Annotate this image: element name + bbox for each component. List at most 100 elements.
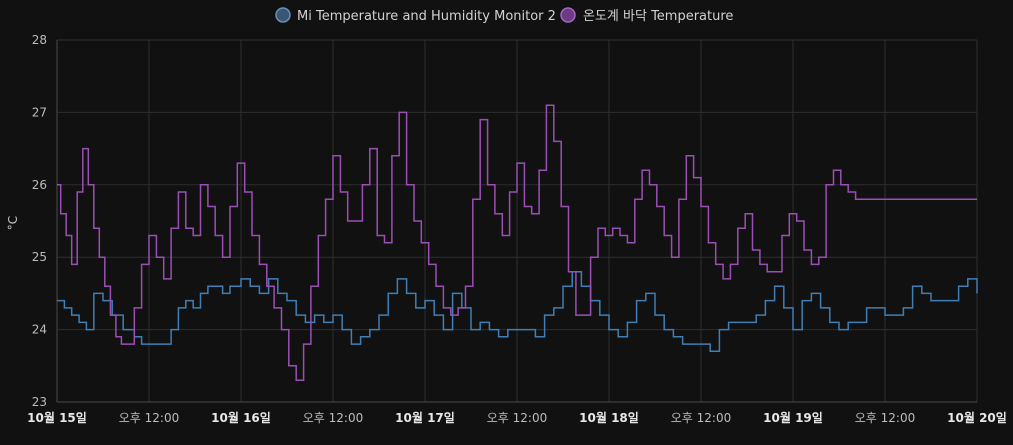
- data-point: [207, 286, 208, 287]
- data-point: [126, 344, 127, 345]
- data-point: [259, 264, 260, 265]
- legend-item-0[interactable]: Mi Temperature and Humidity Monitor 2: [275, 7, 556, 24]
- data-point: [71, 264, 72, 265]
- data-point: [104, 286, 105, 287]
- y-tick-label: 28: [32, 33, 47, 47]
- data-point: [973, 199, 974, 200]
- legend-item-1[interactable]: 온도계 바닥 Temperature: [560, 7, 733, 24]
- data-point: [866, 307, 867, 308]
- data-point: [894, 315, 895, 316]
- data-point: [929, 199, 930, 200]
- data-point: [693, 177, 694, 178]
- data-point: [489, 329, 490, 330]
- data-point: [443, 329, 444, 330]
- x-tick-label: 오후 12:00: [303, 411, 363, 425]
- data-point: [323, 322, 324, 323]
- data-point: [627, 322, 628, 323]
- data-point: [406, 184, 407, 185]
- x-tick-label: 10월 20일: [947, 410, 1007, 425]
- data-point: [914, 199, 915, 200]
- data-point: [178, 307, 179, 308]
- legend-label: 온도계 바닥 Temperature: [583, 9, 733, 24]
- data-point: [535, 336, 536, 337]
- data-point: [415, 307, 416, 308]
- data-point: [425, 300, 426, 301]
- data-point: [747, 322, 748, 323]
- data-point: [719, 329, 720, 330]
- legend-swatch: [560, 7, 576, 23]
- data-point: [66, 235, 67, 236]
- data-point: [967, 278, 968, 279]
- data-point: [710, 351, 711, 352]
- data-point: [185, 300, 186, 301]
- data-point: [193, 307, 194, 308]
- data-point: [502, 235, 503, 236]
- data-point: [620, 235, 621, 236]
- data-point: [281, 329, 282, 330]
- data-point: [931, 300, 932, 301]
- data-point: [141, 264, 142, 265]
- data-point: [450, 315, 451, 316]
- data-point: [958, 286, 959, 287]
- y-tick-label: 23: [32, 395, 47, 409]
- data-point: [79, 322, 80, 323]
- data-point: [121, 344, 122, 345]
- x-tick-label: 오후 12:00: [855, 411, 915, 425]
- data-point: [723, 278, 724, 279]
- data-point: [480, 322, 481, 323]
- data-point: [163, 344, 164, 345]
- data-point: [252, 235, 253, 236]
- data-point: [544, 315, 545, 316]
- data-point: [314, 315, 315, 316]
- data-point: [862, 199, 863, 200]
- x-axis: 10월 15일 오후 12:00 10월 16일 오후 12:00 10월 17일 오후 …: [27, 410, 1007, 425]
- data-point: [730, 264, 731, 265]
- data-point: [325, 199, 326, 200]
- data-point: [149, 235, 150, 236]
- data-point: [428, 264, 429, 265]
- data-point: [745, 213, 746, 214]
- data-point: [178, 192, 179, 193]
- data-point: [517, 329, 518, 330]
- data-point: [921, 293, 922, 294]
- legend-swatch: [275, 7, 291, 23]
- data-point: [507, 329, 508, 330]
- series-line-0: [57, 270, 978, 353]
- data-point: [123, 329, 124, 330]
- data-point: [781, 235, 782, 236]
- data-point: [597, 228, 598, 229]
- data-point: [870, 199, 871, 200]
- data-point: [134, 307, 135, 308]
- data-point: [318, 235, 319, 236]
- data-point: [399, 112, 400, 113]
- data-point: [818, 257, 819, 258]
- data-point: [796, 221, 797, 222]
- data-point: [656, 206, 657, 207]
- data-point: [708, 242, 709, 243]
- data-point: [899, 199, 900, 200]
- data-point: [892, 199, 893, 200]
- data-point: [539, 170, 540, 171]
- data-point: [310, 286, 311, 287]
- y-tick-label: 24: [32, 323, 47, 337]
- x-tick-label: 10월 15일: [27, 410, 87, 425]
- data-point: [789, 213, 790, 214]
- data-point: [811, 264, 812, 265]
- data-point: [103, 300, 104, 301]
- data-point: [296, 380, 297, 381]
- data-point: [406, 293, 407, 294]
- data-point: [958, 199, 959, 200]
- y-axis: 23 24 25 26 27 28: [32, 33, 47, 409]
- data-point: [951, 199, 952, 200]
- data-point: [351, 344, 352, 345]
- data-point: [728, 322, 729, 323]
- data-point: [553, 141, 554, 142]
- data-point: [531, 213, 532, 214]
- data-point: [686, 155, 687, 156]
- data-point: [287, 300, 288, 301]
- data-point: [57, 300, 58, 301]
- data-point: [715, 264, 716, 265]
- data-point: [355, 221, 356, 222]
- data-point: [99, 257, 100, 258]
- data-point: [333, 155, 334, 156]
